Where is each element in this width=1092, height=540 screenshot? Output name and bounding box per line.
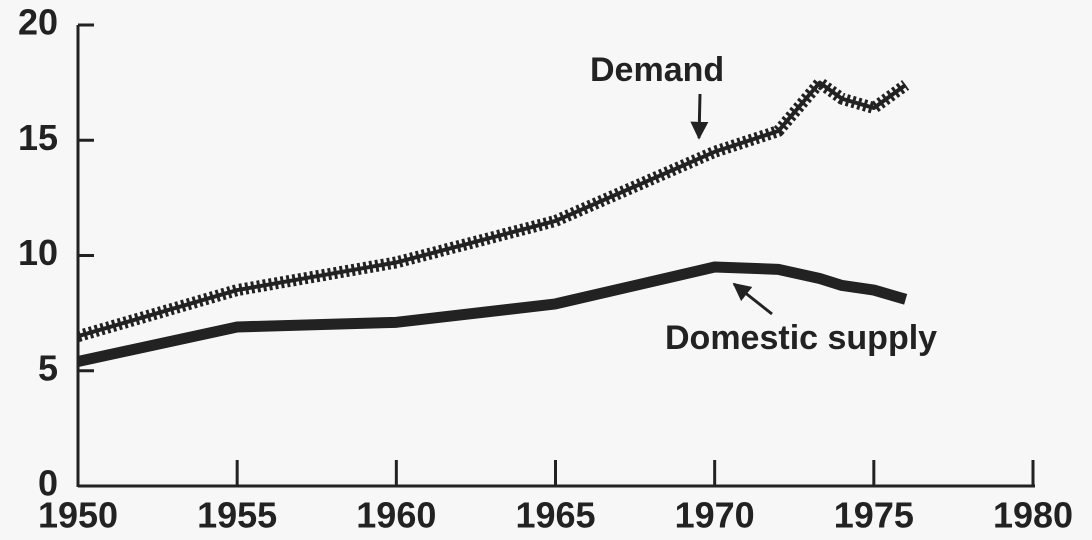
x-tick-label: 1970 <box>675 495 755 536</box>
x-tick-label: 1960 <box>356 495 436 536</box>
legend-label: Domestic supply <box>665 319 937 357</box>
y-tick-label: 0 <box>38 463 58 504</box>
legend-label: Demand <box>590 51 724 89</box>
line <box>76 261 908 367</box>
y-tick-label: 20 <box>18 2 58 43</box>
y-tick-label: 5 <box>38 347 58 388</box>
y-tick-label: 10 <box>18 232 58 273</box>
line-core <box>77 80 907 339</box>
annotation-arrow <box>732 282 773 316</box>
y-tick-label: 15 <box>18 117 58 158</box>
x-tick-label: 1980 <box>993 495 1073 536</box>
line <box>76 76 910 342</box>
x-tick-label: 1950 <box>38 495 118 536</box>
x-tick-label: 1965 <box>515 495 595 536</box>
x-tick-label: 1975 <box>834 495 914 536</box>
x-tick-label: 1955 <box>197 495 277 536</box>
annotation-arrow <box>690 93 709 140</box>
